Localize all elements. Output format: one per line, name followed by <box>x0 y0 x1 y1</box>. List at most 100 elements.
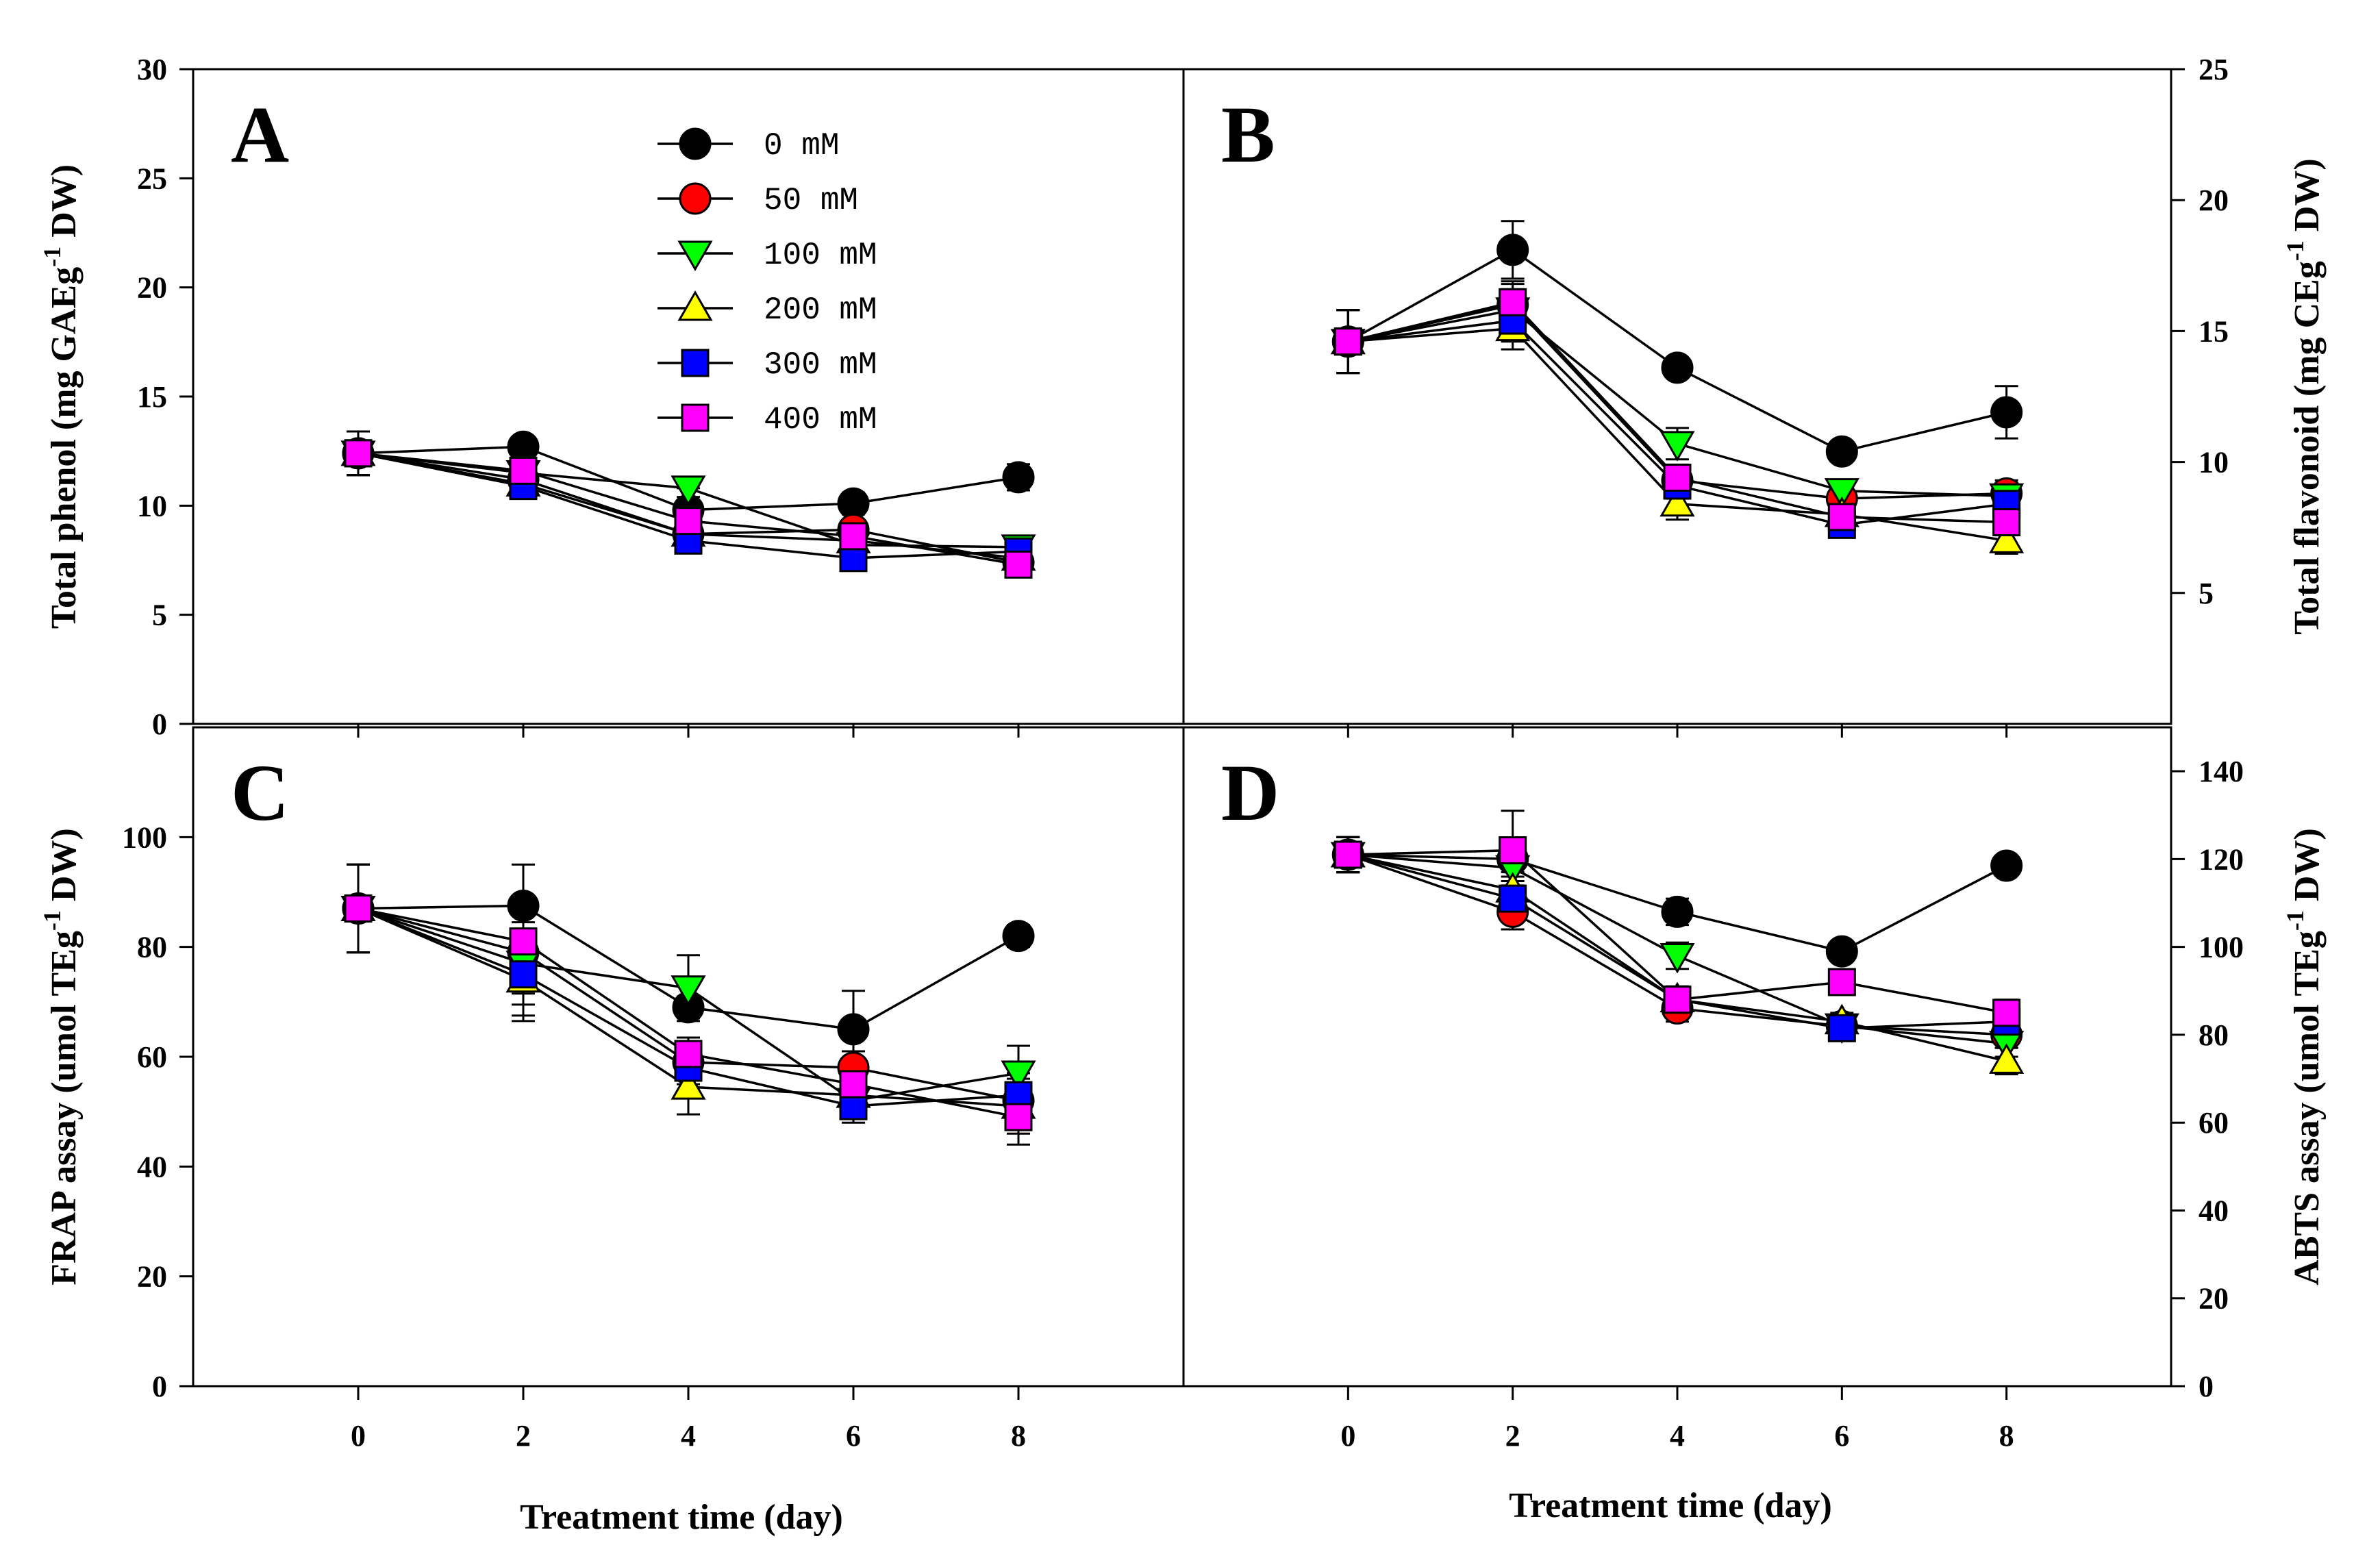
panel-d-letter: D <box>1221 748 1279 838</box>
panel-a-ylabel: Total phenol (mg GAEg-1 DW) <box>38 164 84 629</box>
panel-d-ytick-label: 100 <box>2199 931 2244 964</box>
x-axis-title: Treatment time (day) <box>1509 1486 1832 1525</box>
legend-marker-300mm <box>681 349 710 377</box>
panel-b-point-0mm <box>1990 396 2023 429</box>
panel-d-series-group <box>1330 810 2025 1076</box>
panel-a-point-400mm <box>344 439 373 468</box>
x-axis-title: Treatment time (day) <box>520 1498 843 1537</box>
panel-b-line-0mm <box>1347 248 2007 453</box>
panel-c-letter: C <box>231 748 289 838</box>
panel-a-frame <box>192 68 1185 725</box>
panel-d-xtick-label: 8 <box>1999 1419 2014 1453</box>
panel-a-ytick-label: 20 <box>137 271 167 305</box>
panel-b-point-0mm <box>1825 435 1858 468</box>
legend-marker-400mm <box>681 403 710 432</box>
panel-d-point-400mm <box>1333 840 1362 869</box>
panel-c-ytick-label: 100 <box>122 820 167 854</box>
panel-a-markers <box>340 430 1036 579</box>
panel-d-frame <box>1182 726 2172 1388</box>
panel-c-ytick-label: 20 <box>137 1260 167 1294</box>
panel-a-point-400mm <box>509 456 538 485</box>
panel-c-ytick-label: 40 <box>137 1150 167 1183</box>
panel-a-point-0mm <box>1002 461 1035 494</box>
panel-b-point-400mm <box>1663 464 1692 492</box>
panel-d-point-400mm <box>1499 836 1527 865</box>
panel-c-markers <box>340 890 1036 1131</box>
panel-c-point-400mm <box>674 1040 703 1068</box>
panel-d-point-0mm <box>1990 849 2023 882</box>
panel-d-point-300mm <box>1827 1014 1856 1042</box>
panel-b-point-400mm <box>1333 327 1362 356</box>
panel-d-xtick-label: 4 <box>1670 1419 1685 1453</box>
panel-a-point-400mm <box>674 507 703 536</box>
panel-b-ytick-label: 20 <box>2199 184 2229 217</box>
panel-b-point-400mm <box>1827 503 1856 531</box>
panel-d-ytick-label: 40 <box>2199 1194 2229 1227</box>
panel-a-ytick-label: 10 <box>137 489 167 523</box>
panel-c-ytick-label: 60 <box>137 1040 167 1074</box>
panel-c-point-400mm <box>1004 1103 1033 1131</box>
legend-marker-100mm <box>677 240 713 272</box>
panel-c-point-200mm <box>671 1069 706 1100</box>
panel-b-point-400mm <box>1499 288 1527 316</box>
panel-d-ytick-label: 80 <box>2199 1018 2229 1052</box>
panel-d-point-0mm <box>1825 935 1858 968</box>
panel-d-point-0mm <box>1661 895 1694 928</box>
panel-a-point-400mm <box>839 522 868 551</box>
legend-label-0mm: 0 mM <box>764 128 839 164</box>
legend-label-100mm: 100 mM <box>764 238 877 273</box>
panel-c-point-300mm <box>509 960 538 989</box>
panel-a-ytick-label: 15 <box>137 380 167 414</box>
panel-a-ytick-label: 30 <box>137 53 167 86</box>
panel-d-ytick-label: 120 <box>2199 842 2244 876</box>
panel-c-xtick-label: 4 <box>681 1419 696 1453</box>
legend-marker-0mm <box>679 127 712 160</box>
panel-c-point-400mm <box>344 894 373 923</box>
panel-b-ytick-label: 5 <box>2199 577 2214 610</box>
panel-b-point-400mm <box>1992 508 2021 537</box>
panel-c-point-400mm <box>509 927 538 956</box>
panel-d-point-200mm <box>1989 1043 2025 1074</box>
legend-label-200mm: 200 mM <box>764 292 877 328</box>
panel-c-point-0mm <box>507 890 540 923</box>
panel-c-point-0mm <box>1002 920 1035 953</box>
panel-c-point-400mm <box>839 1070 868 1099</box>
panel-b-ytick-label: 25 <box>2199 53 2229 86</box>
panel-c-point-0mm <box>837 1013 870 1046</box>
panel-b-frame <box>1182 68 2172 725</box>
panel-b-ylabel: Total flavonoid (mg CEg-1 DW) <box>2281 158 2327 634</box>
panel-c-series-group <box>340 863 1036 1146</box>
panel-c-xtick-label: 6 <box>846 1419 861 1453</box>
panel-d-ylabel: ABTS assay (umol TEg-1 DW) <box>2281 828 2327 1285</box>
legend: 0 mM 50 mM 100 mM 200 mM 300 mM 400 mM <box>657 127 877 438</box>
panel-c-xtick-label: 8 <box>1011 1419 1026 1453</box>
panel-b-point-100mm <box>1824 478 1859 509</box>
panel-a-series-group <box>340 430 1036 579</box>
panel-c-xtick-label: 0 <box>351 1419 366 1453</box>
panel-d-ytick-label: 140 <box>2199 755 2244 788</box>
panel-d-ytick-label: 0 <box>2199 1370 2214 1403</box>
panel-b-point-0mm <box>1496 234 1529 266</box>
panel-a-ytick-label: 0 <box>152 707 167 741</box>
panel-d-ytick-label: 60 <box>2199 1106 2229 1140</box>
panel-b-markers <box>1330 234 2025 553</box>
panel-d-markers <box>1330 836 2025 1074</box>
panel-d-xtick-label: 2 <box>1505 1419 1520 1453</box>
panel-c-point-100mm <box>671 975 706 1006</box>
panel-c-ytick-label: 80 <box>137 931 167 964</box>
panel-a-point-100mm <box>671 475 706 506</box>
legend-marker-200mm <box>677 290 713 321</box>
panel-b-series-group <box>1330 220 2025 555</box>
panel-d-point-100mm <box>1659 942 1695 974</box>
legend-label-50mm: 50 mM <box>764 183 858 218</box>
panel-a-point-400mm <box>1004 550 1033 579</box>
panel-c-point-100mm <box>1001 1060 1036 1092</box>
legend-marker-50mm <box>679 182 712 215</box>
panel-b-point-200mm <box>1659 486 1695 517</box>
panel-b-point-0mm <box>1661 351 1694 384</box>
panel-d-point-300mm <box>1499 884 1527 913</box>
panel-d-point-400mm <box>1663 986 1692 1014</box>
legend-label-300mm: 300 mM <box>764 347 877 383</box>
legend-label-400mm: 400 mM <box>764 402 877 438</box>
